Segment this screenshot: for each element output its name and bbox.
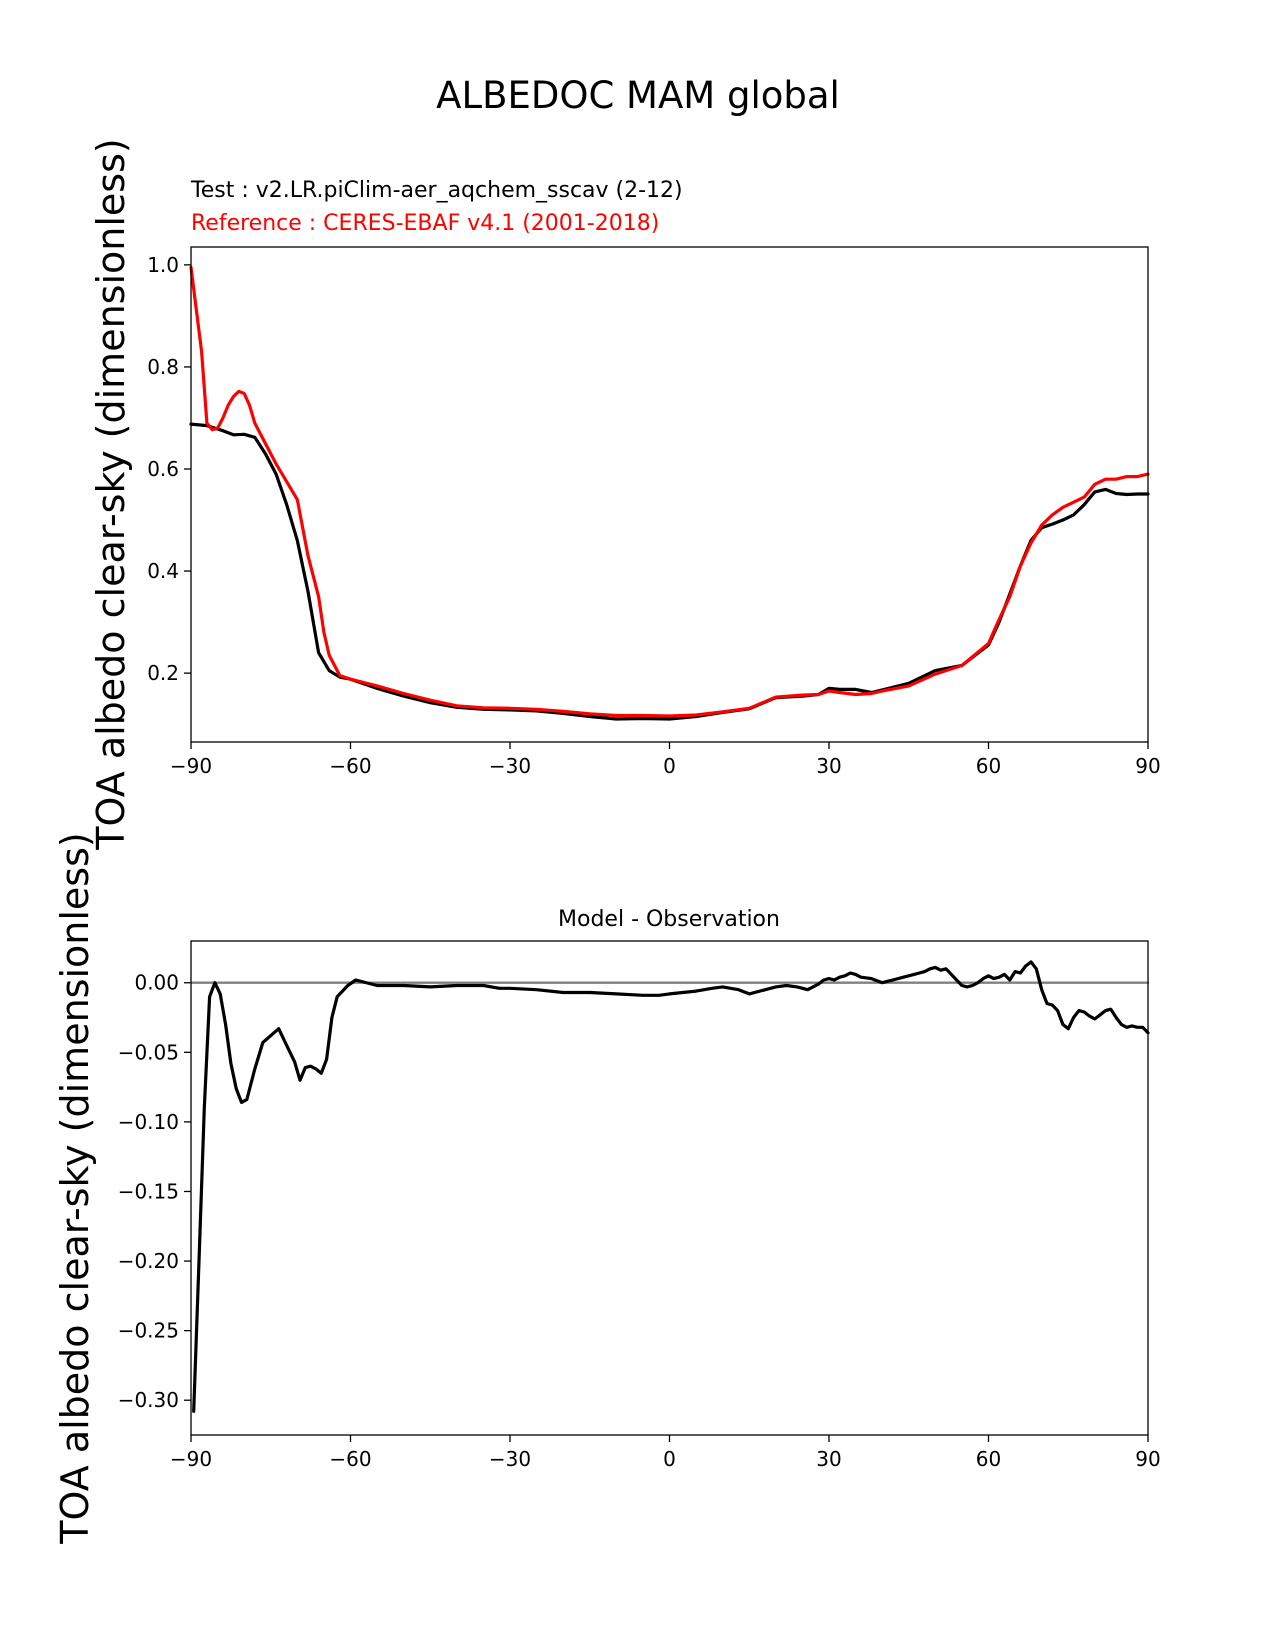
bottom-tick-group: −90 −60 −30 0 30 60 90 0.00 −0.05 −0.10 −0.15 −0.20… <box>118 971 1161 1471</box>
x-tick-label: −60 <box>329 1447 371 1471</box>
y-tick-label: −0.25 <box>118 1319 179 1343</box>
bottom-y-axis-label: TOA albedo clear-sky (dimensionless) <box>53 832 97 1544</box>
x-tick-label: −30 <box>489 1447 531 1471</box>
top-y-axis-label: TOA albedo clear-sky (dimensionless) <box>89 138 133 850</box>
y-tick-label: 0.00 <box>134 971 179 995</box>
y-tick-label: 0.8 <box>147 355 179 379</box>
bottom-line-group <box>189 960 1150 1413</box>
bottom-plot-frame <box>190 940 1149 1436</box>
y-tick-label: −0.30 <box>118 1388 179 1412</box>
x-tick-label: 0 <box>663 754 676 778</box>
y-tick-label: 0.6 <box>147 457 179 481</box>
top-line-group <box>189 265 1150 721</box>
reference-series-line <box>189 265 1150 718</box>
x-tick-label: 90 <box>1135 754 1160 778</box>
top-panel: Test : v2.LR.piClim-aer_aqchem_sscav (2-… <box>89 138 1161 850</box>
x-tick-label: 30 <box>816 754 841 778</box>
x-tick-label: −60 <box>329 754 371 778</box>
x-tick-label: −90 <box>170 754 212 778</box>
y-tick-label: −0.20 <box>118 1249 179 1273</box>
y-tick-label: −0.05 <box>118 1040 179 1064</box>
y-tick-label: −0.15 <box>118 1179 179 1203</box>
test-series-line <box>189 422 1150 721</box>
y-tick-label: 0.4 <box>147 559 179 583</box>
difference-series-line <box>192 960 1150 1413</box>
bottom-panel-title: Model - Observation <box>558 907 780 932</box>
x-tick-label: 60 <box>976 754 1001 778</box>
figure-title: ALBEDOC MAM global <box>436 74 840 117</box>
x-tick-label: −90 <box>170 1447 212 1471</box>
x-tick-label: −30 <box>489 754 531 778</box>
x-tick-label: 30 <box>816 1447 841 1471</box>
x-tick-label: 90 <box>1135 1447 1160 1471</box>
top-test-label: Test : v2.LR.piClim-aer_aqchem_sscav (2-… <box>190 178 683 203</box>
top-plot-frame <box>190 246 1149 743</box>
x-tick-label: 60 <box>976 1447 1001 1471</box>
y-tick-label: 0.2 <box>147 661 179 685</box>
y-tick-label: −0.10 <box>118 1110 179 1134</box>
x-tick-label: 0 <box>663 1447 676 1471</box>
y-tick-label: 1.0 <box>147 253 179 277</box>
bottom-panel: Model - Observation −90 −60 −30 0 30 60 90 0.00… <box>53 832 1161 1544</box>
top-reference-label: Reference : CERES-EBAF v4.1 (2001-2018) <box>191 211 659 236</box>
top-tick-group: −90 −60 −30 0 30 60 90 0.2 0.4 0.6 0.8 1.0 <box>147 253 1161 778</box>
